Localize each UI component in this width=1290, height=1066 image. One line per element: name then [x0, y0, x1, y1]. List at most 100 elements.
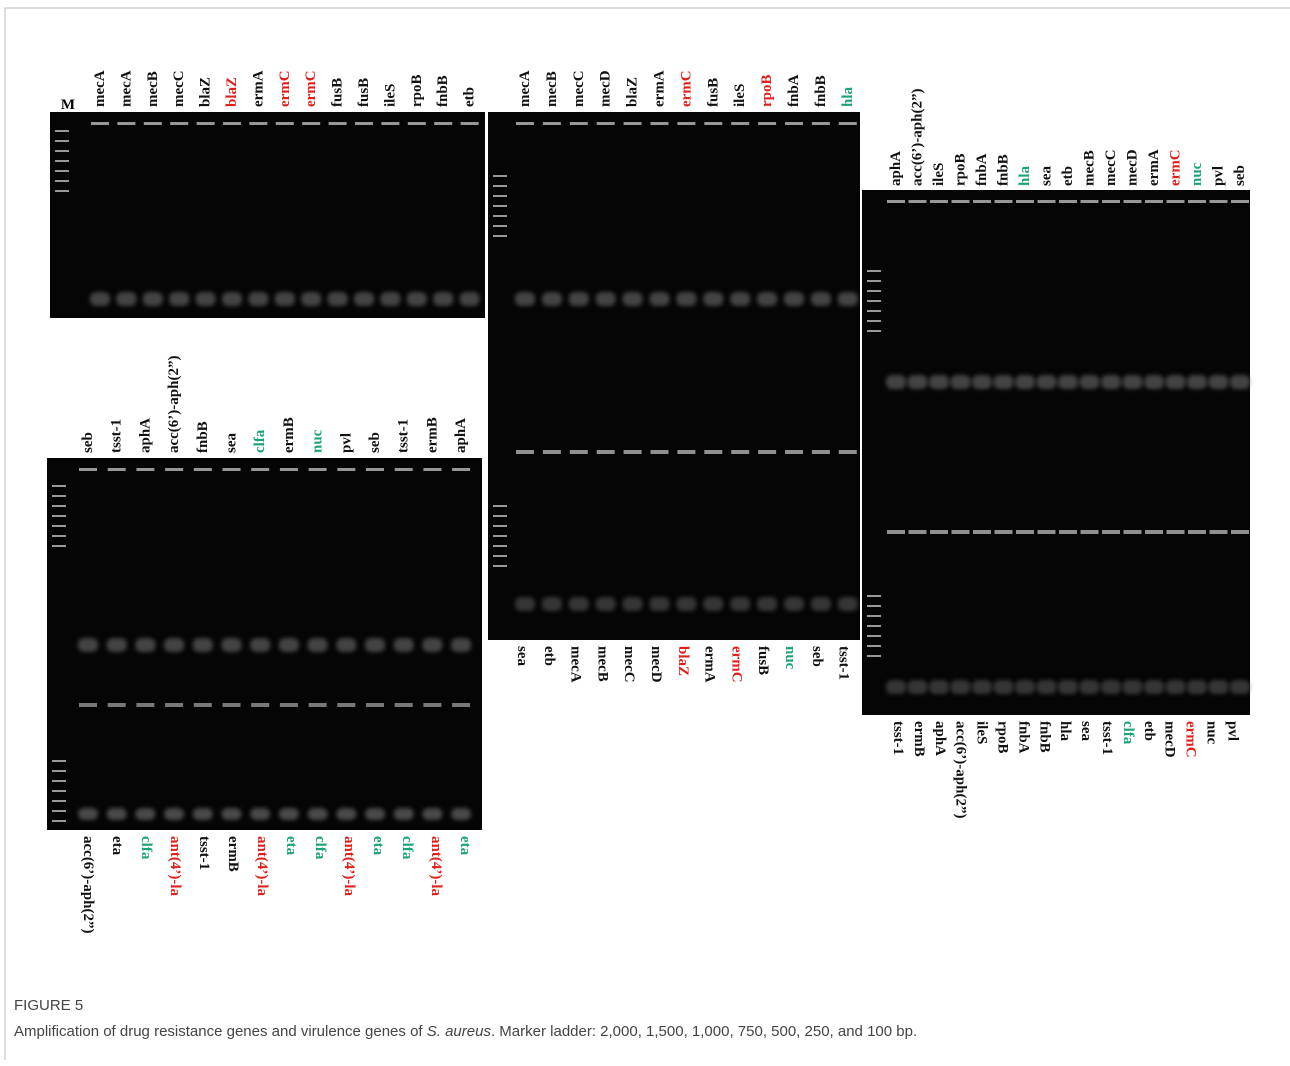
- lane-label: mecB: [1082, 150, 1098, 186]
- lane-label: mecD: [598, 70, 614, 107]
- dimer-band: [221, 808, 242, 820]
- ladder-band: [493, 225, 507, 227]
- well: [677, 122, 696, 125]
- dimer-band: [1079, 375, 1100, 389]
- well: [107, 703, 126, 707]
- dimer-band: [1101, 680, 1121, 694]
- ladder-band: [52, 545, 66, 547]
- dimer-band: [907, 680, 928, 694]
- gel: [488, 112, 860, 640]
- dimer-band: [568, 292, 589, 306]
- well: [452, 703, 471, 707]
- ladder-band: [867, 270, 881, 272]
- dimer-band: [972, 375, 992, 389]
- dimer-band: [354, 292, 374, 306]
- lane-label: acc(6’)-aph(2”): [953, 721, 969, 818]
- well: [1123, 200, 1142, 203]
- lane-label: mecA: [92, 70, 108, 107]
- well: [337, 468, 356, 471]
- well: [193, 468, 212, 471]
- dimer-band: [515, 292, 535, 306]
- well: [1123, 530, 1142, 534]
- ladder-band: [55, 190, 69, 192]
- lane-label: nuc: [310, 429, 326, 453]
- dimer-band: [278, 808, 299, 820]
- lane-label: ileS: [974, 721, 990, 744]
- well: [366, 703, 384, 707]
- ladder-band: [867, 605, 881, 607]
- ladder-band: [867, 625, 881, 627]
- ladder-band: [52, 505, 66, 507]
- ladder-band: [52, 515, 66, 517]
- dimer-band: [365, 638, 385, 652]
- well: [143, 122, 162, 125]
- dimer-band: [993, 680, 1014, 694]
- species: S. aureus: [427, 1023, 492, 1040]
- dimer-band: [1079, 680, 1100, 694]
- dimer-band: [192, 808, 213, 820]
- lane-label: fnbB: [996, 154, 1012, 186]
- lane-label: blaZ: [198, 77, 214, 107]
- well: [908, 530, 927, 534]
- dimer-band: [336, 638, 357, 652]
- lane-label: tsst-1: [396, 419, 412, 453]
- ladder-band: [52, 525, 66, 527]
- dimer-band: [1036, 375, 1057, 389]
- well: [516, 122, 534, 125]
- lane-label: rpoB: [409, 74, 425, 107]
- well: [1016, 530, 1034, 534]
- lane-label: ant(4’)-la: [341, 836, 357, 896]
- lane-label: fnbB: [1036, 721, 1052, 753]
- dimer-band: [116, 292, 137, 306]
- frame: [4, 7, 1290, 1060]
- lane-label: mecB: [145, 71, 161, 107]
- ladder-band: [493, 525, 507, 527]
- dimer-band: [595, 292, 616, 306]
- lane-label: aphA: [453, 418, 469, 453]
- lane-label: ermB: [225, 836, 241, 872]
- ladder-band: [52, 790, 66, 792]
- ladder-band: [493, 195, 507, 197]
- lane-label: fnbA: [1015, 721, 1031, 754]
- well: [951, 200, 970, 203]
- lane-label: clfa: [1120, 721, 1136, 745]
- ladder-band: [493, 565, 507, 567]
- lane-label: fnbB: [195, 421, 211, 453]
- well: [811, 450, 830, 454]
- ladder-band: [52, 810, 66, 812]
- dimer-band: [1208, 375, 1229, 389]
- dimer-band: [221, 638, 242, 652]
- ladder-band: [867, 615, 881, 617]
- well: [249, 122, 268, 125]
- well: [394, 468, 413, 471]
- dimer-band: [1122, 375, 1143, 389]
- lane-label: aphA: [932, 721, 948, 756]
- lane-label: pvl: [338, 433, 354, 453]
- well: [973, 530, 991, 534]
- lane-label: fnbB: [813, 75, 829, 107]
- dimer-band: [703, 597, 724, 611]
- lane-label: mecA: [517, 70, 533, 107]
- ladder-band: [867, 310, 881, 312]
- ladder-band: [493, 235, 507, 237]
- well: [973, 200, 991, 203]
- well: [596, 122, 615, 125]
- lane-label: fusB: [705, 78, 721, 107]
- ladder-band: [52, 485, 66, 487]
- dimer-band: [676, 292, 697, 306]
- dimer-band: [164, 808, 185, 820]
- well: [569, 122, 588, 125]
- well: [596, 450, 615, 454]
- ladder-band: [52, 800, 66, 802]
- lane-label: ant(4’)-la: [254, 836, 270, 896]
- lane-label: seb: [80, 432, 96, 453]
- gel: [862, 190, 1250, 715]
- dimer-band: [459, 292, 480, 306]
- lane-label: acc(6’)-aph(2”): [80, 836, 96, 933]
- lane-label: ermA: [250, 70, 266, 107]
- well: [623, 122, 642, 125]
- dimer-band: [541, 597, 562, 611]
- lane-label: fusB: [755, 646, 771, 675]
- ladder-band: [493, 205, 507, 207]
